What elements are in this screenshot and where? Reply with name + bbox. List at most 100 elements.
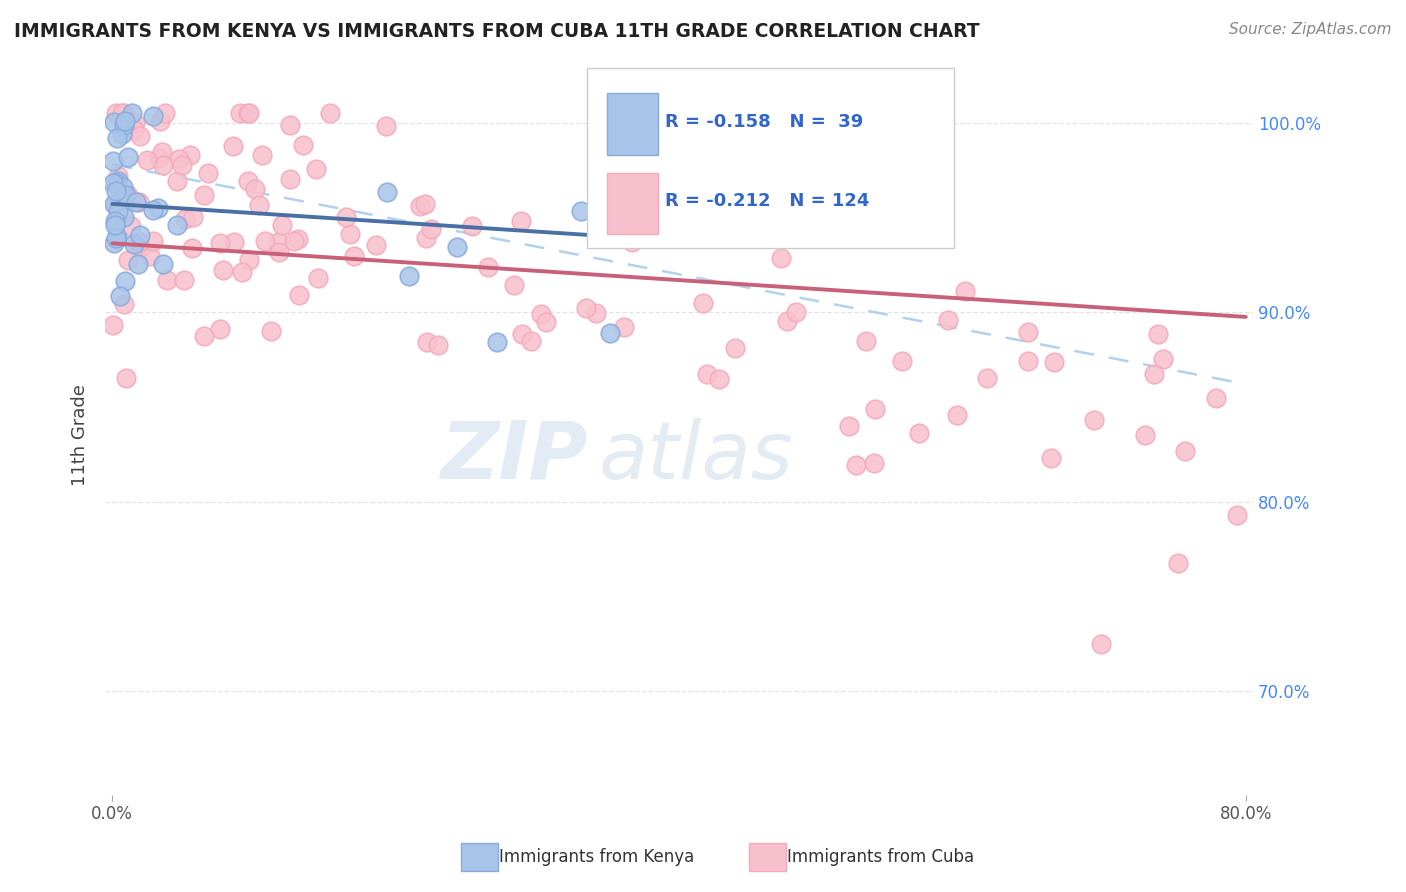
Point [117, 187, 139, 202]
Point [212, 263, 235, 277]
Point [229, 106, 252, 120]
Point [103, 153, 125, 168]
Point [486, 335, 509, 350]
Point [267, 244, 290, 259]
Point [266, 235, 288, 249]
Point [288, 288, 311, 302]
Point [114, 371, 136, 385]
Point [146, 202, 169, 216]
Point [863, 401, 886, 416]
FancyBboxPatch shape [607, 94, 658, 154]
Point [104, 184, 127, 198]
Point [287, 232, 309, 246]
Point [292, 138, 315, 153]
Point [112, 106, 135, 120]
Point [114, 274, 136, 288]
Point [142, 110, 165, 124]
Point [125, 195, 148, 210]
Text: R = -0.212   N = 124: R = -0.212 N = 124 [665, 193, 870, 211]
Point [172, 158, 194, 172]
Point [111, 127, 134, 141]
Point [1083, 413, 1105, 427]
Point [180, 241, 202, 255]
Point [569, 203, 592, 218]
Point [236, 174, 259, 188]
Point [1205, 392, 1227, 406]
Point [838, 418, 860, 433]
Point [107, 203, 129, 218]
Text: Immigrants from Kenya: Immigrants from Kenya [499, 848, 695, 866]
Point [520, 334, 543, 348]
Point [863, 456, 886, 470]
Point [174, 212, 197, 227]
Point [173, 273, 195, 287]
Point [153, 106, 176, 120]
Point [110, 289, 132, 303]
Point [112, 186, 135, 201]
Y-axis label: 11th Grade: 11th Grade [72, 384, 89, 486]
Point [724, 342, 747, 356]
Point [503, 278, 526, 293]
Point [103, 115, 125, 129]
Point [1152, 351, 1174, 366]
Point [167, 153, 190, 167]
Point [460, 219, 482, 234]
Point [101, 176, 124, 190]
Point [696, 367, 718, 381]
Point [114, 113, 136, 128]
Point [122, 236, 145, 251]
Point [335, 211, 357, 225]
Point [208, 321, 231, 335]
Point [936, 312, 959, 326]
Point [236, 106, 259, 120]
FancyBboxPatch shape [607, 172, 658, 234]
Text: R = -0.158   N =  39: R = -0.158 N = 39 [665, 113, 863, 131]
Point [129, 228, 152, 243]
Point [613, 320, 636, 334]
Point [1142, 368, 1164, 382]
Point [1017, 354, 1039, 368]
Point [415, 334, 437, 349]
Point [110, 106, 132, 120]
Point [112, 118, 135, 132]
Point [319, 106, 342, 120]
Point [339, 227, 361, 241]
Point [222, 139, 245, 153]
Point [692, 295, 714, 310]
Point [107, 169, 129, 183]
Point [104, 230, 127, 244]
Point [105, 229, 128, 244]
Point [707, 372, 730, 386]
Point [343, 249, 366, 263]
Point [120, 219, 142, 234]
Point [105, 176, 128, 190]
Point [307, 271, 329, 285]
Point [534, 315, 557, 329]
Point [1042, 355, 1064, 369]
Point [103, 236, 125, 251]
Text: ZIP: ZIP [440, 417, 588, 496]
Point [156, 273, 179, 287]
Point [122, 123, 145, 137]
Point [222, 235, 245, 249]
Point [377, 186, 399, 200]
Point [231, 265, 253, 279]
Point [976, 371, 998, 385]
Point [305, 161, 328, 176]
Point [209, 235, 232, 250]
Point [193, 187, 215, 202]
Point [599, 326, 621, 340]
Point [510, 213, 533, 227]
Point [953, 284, 976, 298]
FancyBboxPatch shape [588, 68, 955, 248]
Point [415, 231, 437, 245]
Point [114, 187, 136, 202]
Point [1167, 556, 1189, 570]
Point [112, 296, 135, 310]
Point [243, 182, 266, 196]
Point [107, 174, 129, 188]
Point [142, 202, 165, 217]
Point [669, 231, 692, 245]
Point [152, 158, 174, 172]
Point [364, 238, 387, 252]
